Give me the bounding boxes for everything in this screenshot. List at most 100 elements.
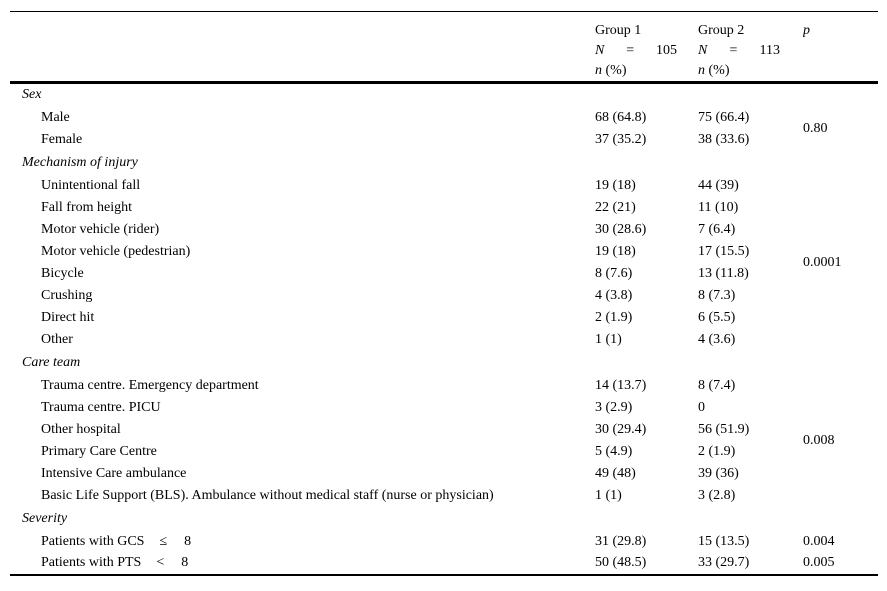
row-label-female: Female xyxy=(41,131,83,147)
primary-care-centre-group1-value: 5 (4.9) xyxy=(595,443,633,459)
row-label-primary-care-centre: Primary Care Centre xyxy=(41,443,157,459)
table-row-unintentional-fall: Unintentional fall 19 (18) 44 (39) 0.000… xyxy=(10,175,878,270)
table-row-primary-care-centre: Primary Care Centre 5 (4.9) 2 (1.9) xyxy=(10,441,878,463)
other-hospital-group1-value: 30 (29.4) xyxy=(595,421,647,437)
group1-subheader: n (%) xyxy=(595,63,627,78)
row-label-direct-hit: Direct hit xyxy=(41,309,95,325)
gcs-p-value: 0.004 xyxy=(803,533,835,549)
row-label-other-mechanism: Other xyxy=(41,331,73,347)
gcs-threshold: 8 xyxy=(184,533,192,549)
intensive-care-ambulance-group2-value: 39 (36) xyxy=(698,465,739,481)
row-label-trauma-centre-ed: Trauma centre. Emergency department xyxy=(41,377,259,393)
bicycle-group1-value: 8 (7.6) xyxy=(595,265,633,281)
pts-group2-value: 33 (29.7) xyxy=(698,555,750,570)
section-row-mechanism: Mechanism of injury xyxy=(10,151,878,175)
row-label-gcs: Patients with GCS ≤8 xyxy=(41,533,192,549)
unintentional-fall-group2-value: 44 (39) xyxy=(698,177,739,193)
care-team-p-value: 0.008 xyxy=(803,432,835,448)
motor-vehicle-rider-group1-value: 30 (28.6) xyxy=(595,221,647,237)
header-p-cell: p xyxy=(803,23,810,38)
fall-from-height-group1-value: 22 (21) xyxy=(595,199,636,215)
section-label-care-team: Care team xyxy=(22,354,81,370)
other-hospital-group2-value: 56 (51.9) xyxy=(698,421,750,437)
group2-equals: = xyxy=(729,43,738,58)
section-row-severity: Severity xyxy=(10,507,878,531)
table-row-female: Female 37 (35.2) 38 (33.6) xyxy=(10,129,878,151)
table-row-motor-vehicle-pedestrian: Motor vehicle (pedestrian) 19 (18) 17 (1… xyxy=(10,241,878,263)
group1-n-value: 105 xyxy=(656,43,677,58)
row-label-pts: Patients with PTS <8 xyxy=(41,555,189,570)
gcs-group1-value: 31 (29.8) xyxy=(595,533,647,549)
pts-threshold: 8 xyxy=(181,555,189,570)
table-row-direct-hit: Direct hit 2 (1.9) 6 (5.5) xyxy=(10,307,878,329)
table-row-trauma-centre-picu: Trauma centre. PICU 3 (2.9) 0 xyxy=(10,397,878,419)
trauma-centre-picu-group1-value: 3 (2.9) xyxy=(595,399,633,415)
trauma-centre-ed-group1-value: 14 (13.7) xyxy=(595,377,647,393)
row-label-unintentional-fall: Unintentional fall xyxy=(41,177,141,193)
other-mechanism-group1-value: 1 (1) xyxy=(595,331,622,347)
motor-vehicle-rider-group2-value: 7 (6.4) xyxy=(698,221,736,237)
mechanism-p-value: 0.0001 xyxy=(803,254,842,270)
bls-ambulance-group2-value: 3 (2.8) xyxy=(698,487,736,503)
group1-equals: = xyxy=(626,43,635,58)
section-row-sex: Sex xyxy=(10,83,878,107)
row-label-crushing: Crushing xyxy=(41,287,93,303)
female-group2-value: 38 (33.6) xyxy=(698,131,750,147)
group2-subheader: n (%) xyxy=(698,63,730,78)
row-label-trauma-centre-picu: Trauma centre. PICU xyxy=(41,399,161,415)
header-empty-cell xyxy=(10,12,595,83)
motor-vehicle-pedestrian-group2-value: 17 (15.5) xyxy=(698,243,750,259)
table-header-row: Group 1 N = 105 n (%) Group 2 N = 113 xyxy=(10,12,878,83)
table-row-trauma-centre-ed: Trauma centre. Emergency department 14 (… xyxy=(10,375,878,448)
group2-n-line: N = 113 xyxy=(698,41,803,61)
header-group1-cell: Group 1 N = 105 n (%) xyxy=(595,12,698,83)
group1-n-var: N xyxy=(595,43,605,58)
fall-from-height-group2-value: 11 (10) xyxy=(698,199,739,215)
table-row-motor-vehicle-rider: Motor vehicle (rider) 30 (28.6) 7 (6.4) xyxy=(10,219,878,241)
row-label-male: Male xyxy=(41,109,70,125)
unintentional-fall-group1-value: 19 (18) xyxy=(595,177,636,193)
section-label-sex: Sex xyxy=(22,87,42,103)
group2-n-value: 113 xyxy=(759,43,780,58)
table-row-other-mechanism: Other 1 (1) 4 (3.6) xyxy=(10,329,878,351)
table-row-pts: Patients with PTS <8 50 (48.5) 33 (29.7) … xyxy=(10,553,878,575)
row-label-fall-from-height: Fall from height xyxy=(41,199,132,215)
motor-vehicle-pedestrian-group1-value: 19 (18) xyxy=(595,243,636,259)
row-label-motor-vehicle-rider: Motor vehicle (rider) xyxy=(41,221,160,237)
bicycle-group2-value: 13 (11.8) xyxy=(698,265,749,281)
group2-title: Group 2 xyxy=(698,23,745,38)
table-row-bls-ambulance: Basic Life Support (BLS). Ambulance with… xyxy=(10,485,878,507)
row-label-bls-ambulance: Basic Life Support (BLS). Ambulance with… xyxy=(41,487,494,503)
intensive-care-ambulance-group1-value: 49 (48) xyxy=(595,465,636,481)
group1-title: Group 1 xyxy=(595,23,642,38)
table-row-bicycle: Bicycle 8 (7.6) 13 (11.8) xyxy=(10,263,878,285)
row-label-other-hospital: Other hospital xyxy=(41,421,121,437)
row-label-intensive-care-ambulance: Intensive Care ambulance xyxy=(41,465,187,481)
trauma-centre-picu-group2-value: 0 xyxy=(698,399,705,415)
pts-comparator: < xyxy=(156,555,165,570)
section-label-mechanism: Mechanism of injury xyxy=(22,154,138,170)
table-row-gcs: Patients with GCS ≤8 31 (29.8) 15 (13.5) … xyxy=(10,531,878,553)
other-mechanism-group2-value: 4 (3.6) xyxy=(698,331,736,347)
crushing-group1-value: 4 (3.8) xyxy=(595,287,633,303)
direct-hit-group1-value: 2 (1.9) xyxy=(595,309,633,325)
female-group1-value: 37 (35.2) xyxy=(595,131,647,147)
table-row-male: Male 68 (64.8) 75 (66.4) 0.80 xyxy=(10,107,878,136)
table-row-intensive-care-ambulance: Intensive Care ambulance 49 (48) 39 (36) xyxy=(10,463,878,485)
comparison-table: Group 1 N = 105 n (%) Group 2 N = 113 xyxy=(10,11,878,576)
row-label-motor-vehicle-pedestrian: Motor vehicle (pedestrian) xyxy=(41,243,191,259)
group1-n-line: N = 105 xyxy=(595,41,698,61)
male-group2-value: 75 (66.4) xyxy=(698,109,750,125)
gcs-group2-value: 15 (13.5) xyxy=(698,533,750,549)
pts-group1-value: 50 (48.5) xyxy=(595,555,647,570)
table-row-fall-from-height: Fall from height 22 (21) 11 (10) xyxy=(10,197,878,219)
trauma-centre-ed-group2-value: 8 (7.4) xyxy=(698,377,736,393)
table-row-other-hospital: Other hospital 30 (29.4) 56 (51.9) xyxy=(10,419,878,441)
header-group2-cell: Group 2 N = 113 n (%) xyxy=(698,12,803,83)
group2-n-var: N xyxy=(698,43,708,58)
bls-ambulance-group1-value: 1 (1) xyxy=(595,487,622,503)
pts-p-value: 0.005 xyxy=(803,555,835,570)
crushing-group2-value: 8 (7.3) xyxy=(698,287,736,303)
table-row-crushing: Crushing 4 (3.8) 8 (7.3) xyxy=(10,285,878,307)
gcs-comparator: ≤ xyxy=(159,533,168,549)
